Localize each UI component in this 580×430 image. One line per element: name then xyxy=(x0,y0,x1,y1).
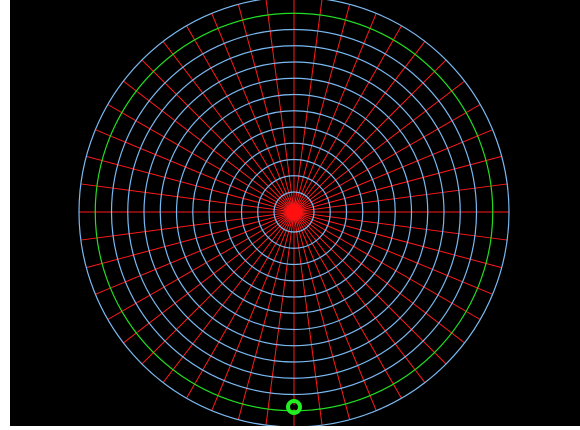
grid-ring xyxy=(159,77,429,347)
grid-ring xyxy=(208,126,380,298)
grid-ring xyxy=(143,61,445,363)
polar-canvas[interactable] xyxy=(10,0,580,426)
grid-ring xyxy=(273,191,315,233)
grid-ring xyxy=(110,28,478,396)
position-marker[interactable] xyxy=(286,399,302,415)
grid-ring xyxy=(224,142,364,282)
grid-ring xyxy=(257,175,331,249)
grid-ring xyxy=(175,93,413,331)
marker-center xyxy=(292,405,296,409)
grid-ring xyxy=(240,158,348,266)
rings-group xyxy=(78,0,510,426)
highlight-ring xyxy=(94,12,494,412)
grid-ring xyxy=(78,0,510,426)
center-dot xyxy=(286,204,302,220)
grid-ring xyxy=(127,45,461,379)
polar-grid-svg[interactable] xyxy=(10,0,580,426)
marker-ring[interactable] xyxy=(286,399,302,415)
grid-ring xyxy=(192,110,396,314)
